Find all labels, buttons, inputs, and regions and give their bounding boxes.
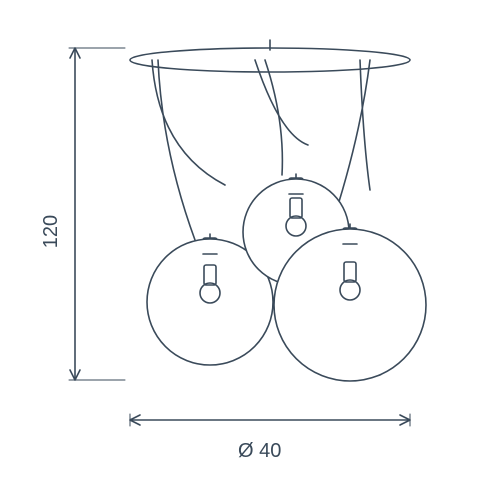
height-dimension-label: 120 xyxy=(40,215,63,248)
width-dimension-label: Ø 40 xyxy=(238,440,281,463)
drawing-svg xyxy=(0,0,500,500)
technical-drawing: 120 Ø 40 xyxy=(0,0,500,500)
